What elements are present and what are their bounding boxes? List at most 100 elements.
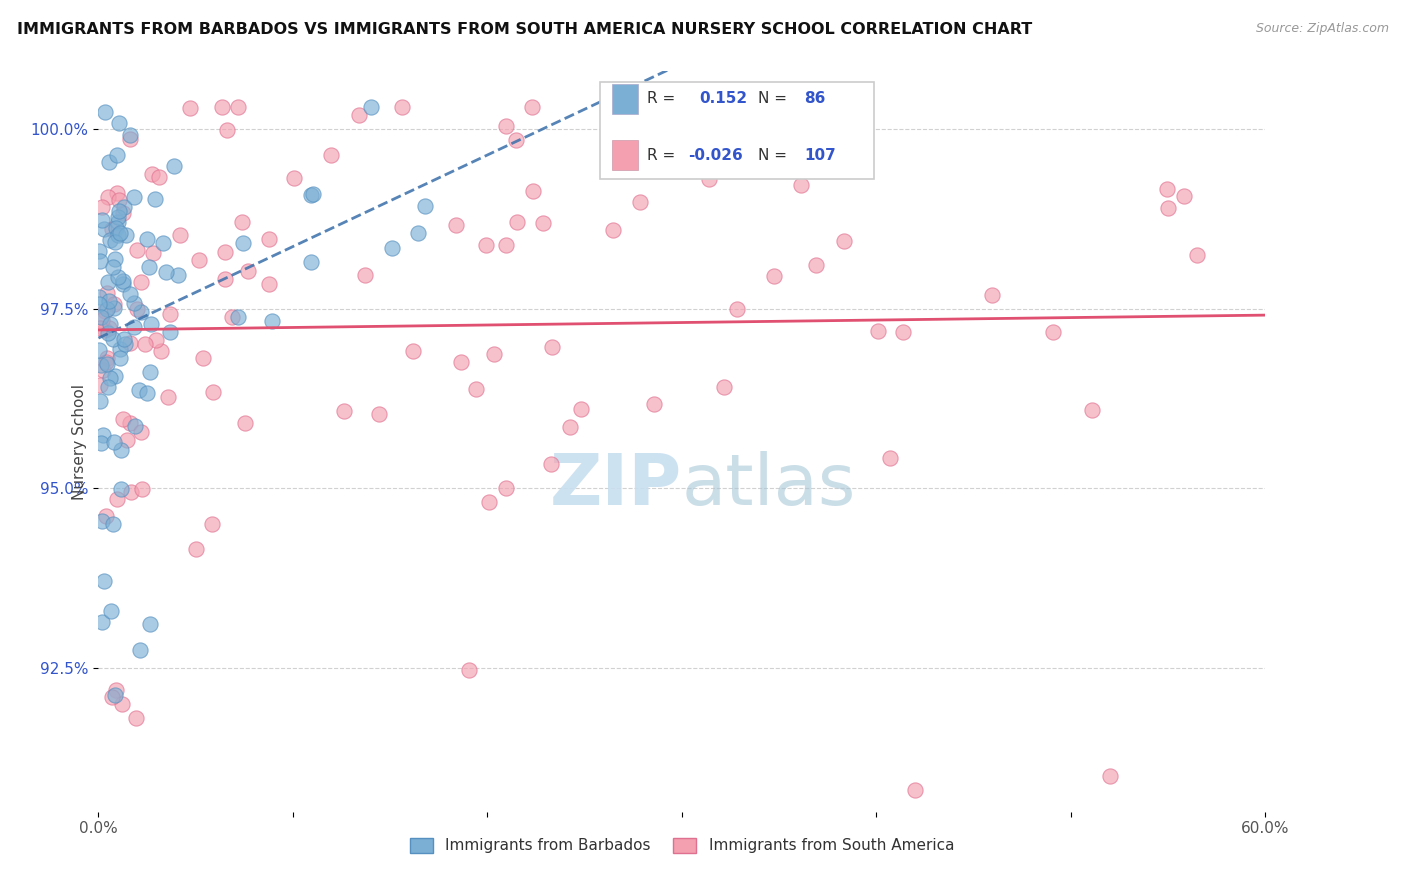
- Point: [124, 319, 146, 334]
- Point: [104, 688, 127, 702]
- Point: [104, 235, 127, 249]
- Text: 86: 86: [804, 91, 825, 106]
- Point: [107, 203, 129, 218]
- Point: [111, 277, 134, 291]
- Point: [531, 216, 554, 230]
- Point: [1156, 182, 1178, 196]
- Point: [93, 105, 115, 120]
- Point: [120, 335, 142, 350]
- Text: R =: R =: [647, 91, 675, 106]
- Point: [112, 200, 135, 214]
- Point: [495, 481, 517, 495]
- Point: [105, 148, 128, 162]
- Point: [96, 301, 118, 316]
- Point: [141, 167, 163, 181]
- Point: [475, 237, 498, 252]
- Text: IMMIGRANTS FROM BARBADOS VS IMMIGRANTS FROM SOUTH AMERICA NURSERY SCHOOL CORRELA: IMMIGRANTS FROM BARBADOS VS IMMIGRANTS F…: [17, 22, 1032, 37]
- Point: [790, 178, 813, 193]
- Point: [103, 297, 125, 311]
- Point: [762, 268, 785, 283]
- Point: [139, 365, 162, 379]
- Text: Source: ZipAtlas.com: Source: ZipAtlas.com: [1256, 22, 1389, 36]
- Point: [114, 337, 136, 351]
- Point: [89, 393, 111, 408]
- Point: [202, 384, 225, 399]
- Point: [302, 186, 325, 201]
- Point: [163, 159, 186, 173]
- Point: [115, 433, 138, 447]
- Point: [725, 301, 748, 316]
- Point: [120, 484, 142, 499]
- FancyBboxPatch shape: [612, 140, 637, 169]
- Point: [122, 296, 145, 310]
- Point: [560, 419, 582, 434]
- Point: [238, 264, 260, 278]
- Point: [495, 119, 517, 133]
- Point: [125, 711, 148, 725]
- Point: [228, 100, 250, 114]
- Text: R =: R =: [647, 147, 675, 162]
- Point: [381, 241, 404, 255]
- Point: [128, 643, 150, 657]
- Point: [94, 354, 117, 368]
- Point: [211, 100, 233, 114]
- Point: [91, 213, 114, 227]
- Point: [93, 323, 115, 337]
- Point: [628, 194, 651, 209]
- Point: [111, 206, 134, 220]
- Point: [866, 324, 889, 338]
- Point: [135, 385, 157, 400]
- Point: [96, 351, 118, 366]
- Point: [122, 189, 145, 203]
- Point: [107, 269, 129, 284]
- Point: [128, 383, 150, 397]
- Legend: Immigrants from Barbados, Immigrants from South America: Immigrants from Barbados, Immigrants fro…: [404, 831, 960, 860]
- Text: atlas: atlas: [682, 451, 856, 520]
- Point: [142, 246, 165, 260]
- Point: [105, 186, 128, 200]
- Point: [90, 514, 112, 528]
- Point: [299, 255, 322, 269]
- Point: [506, 215, 529, 229]
- Point: [98, 371, 121, 385]
- Point: [101, 222, 124, 236]
- Point: [115, 227, 138, 242]
- Point: [904, 783, 927, 797]
- Point: [89, 343, 111, 357]
- Point: [105, 492, 128, 507]
- Point: [91, 615, 114, 630]
- Point: [495, 238, 517, 252]
- Point: [713, 380, 735, 394]
- Point: [134, 336, 156, 351]
- Point: [97, 294, 120, 309]
- Point: [93, 574, 115, 589]
- Point: [186, 542, 208, 557]
- Point: [98, 320, 121, 334]
- Point: [105, 220, 128, 235]
- Point: [891, 325, 914, 339]
- Point: [112, 411, 135, 425]
- Point: [226, 310, 249, 324]
- Point: [259, 232, 281, 246]
- Point: [159, 307, 181, 321]
- Point: [110, 482, 132, 496]
- Point: [90, 310, 112, 325]
- Point: [233, 417, 256, 431]
- Point: [124, 418, 146, 433]
- Point: [107, 210, 129, 224]
- Point: [148, 170, 170, 185]
- Point: [108, 351, 131, 365]
- Point: [333, 404, 356, 418]
- Point: [179, 101, 201, 115]
- Point: [111, 697, 134, 711]
- Point: [91, 313, 114, 327]
- Point: [108, 342, 131, 356]
- Point: [90, 435, 112, 450]
- Text: 107: 107: [804, 147, 837, 162]
- Point: [89, 290, 111, 304]
- Text: ZIP: ZIP: [550, 451, 682, 520]
- Point: [159, 326, 181, 340]
- Point: [465, 382, 488, 396]
- Point: [107, 215, 129, 229]
- Point: [540, 457, 562, 471]
